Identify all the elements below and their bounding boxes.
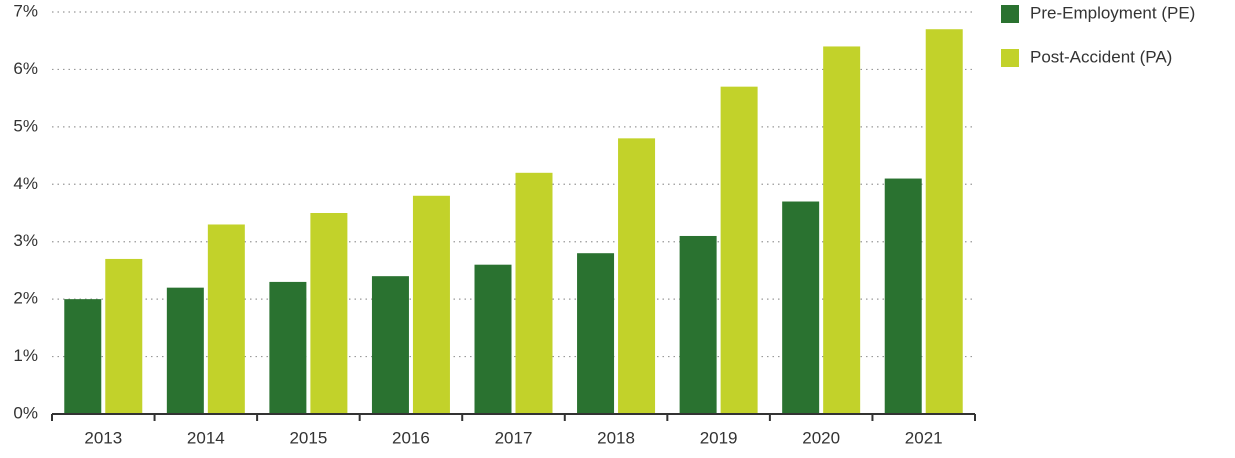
y-tick-label: 7% — [13, 1, 38, 20]
x-tick-label: 2019 — [700, 428, 738, 447]
bar — [884, 178, 922, 414]
y-tick-label: 5% — [13, 116, 38, 135]
y-tick-label: 6% — [13, 59, 38, 78]
x-tick-label: 2017 — [495, 428, 533, 447]
bar — [925, 29, 963, 414]
bar — [474, 264, 512, 414]
y-tick-label: 0% — [13, 403, 38, 422]
x-tick-label: 2016 — [392, 428, 430, 447]
y-tick-label: 1% — [13, 346, 38, 365]
x-tick-label: 2015 — [289, 428, 327, 447]
x-tick-label: 2018 — [597, 428, 635, 447]
bar — [166, 287, 204, 414]
bar — [823, 46, 861, 414]
bar — [269, 281, 307, 414]
x-tick-label: 2021 — [905, 428, 943, 447]
y-tick-label: 2% — [13, 289, 38, 308]
bar — [618, 138, 656, 415]
x-tick-label: 2020 — [802, 428, 840, 447]
bar — [515, 172, 553, 414]
legend-swatch — [1001, 5, 1019, 23]
bar — [679, 235, 717, 414]
x-tick-label: 2014 — [187, 428, 225, 447]
bar — [371, 276, 409, 414]
bar — [720, 86, 758, 415]
y-tick-label: 3% — [13, 231, 38, 250]
bar — [310, 213, 348, 414]
legend-label: Pre-Employment (PE) — [1030, 3, 1195, 22]
bar — [207, 224, 245, 414]
bar — [577, 253, 615, 414]
legend-swatch — [1001, 49, 1019, 67]
bar — [64, 299, 102, 414]
legend-label: Post-Accident (PA) — [1030, 47, 1172, 66]
bar — [412, 195, 450, 414]
bar — [782, 201, 820, 414]
y-tick-label: 4% — [13, 174, 38, 193]
bar — [105, 258, 143, 414]
x-tick-label: 2013 — [84, 428, 122, 447]
